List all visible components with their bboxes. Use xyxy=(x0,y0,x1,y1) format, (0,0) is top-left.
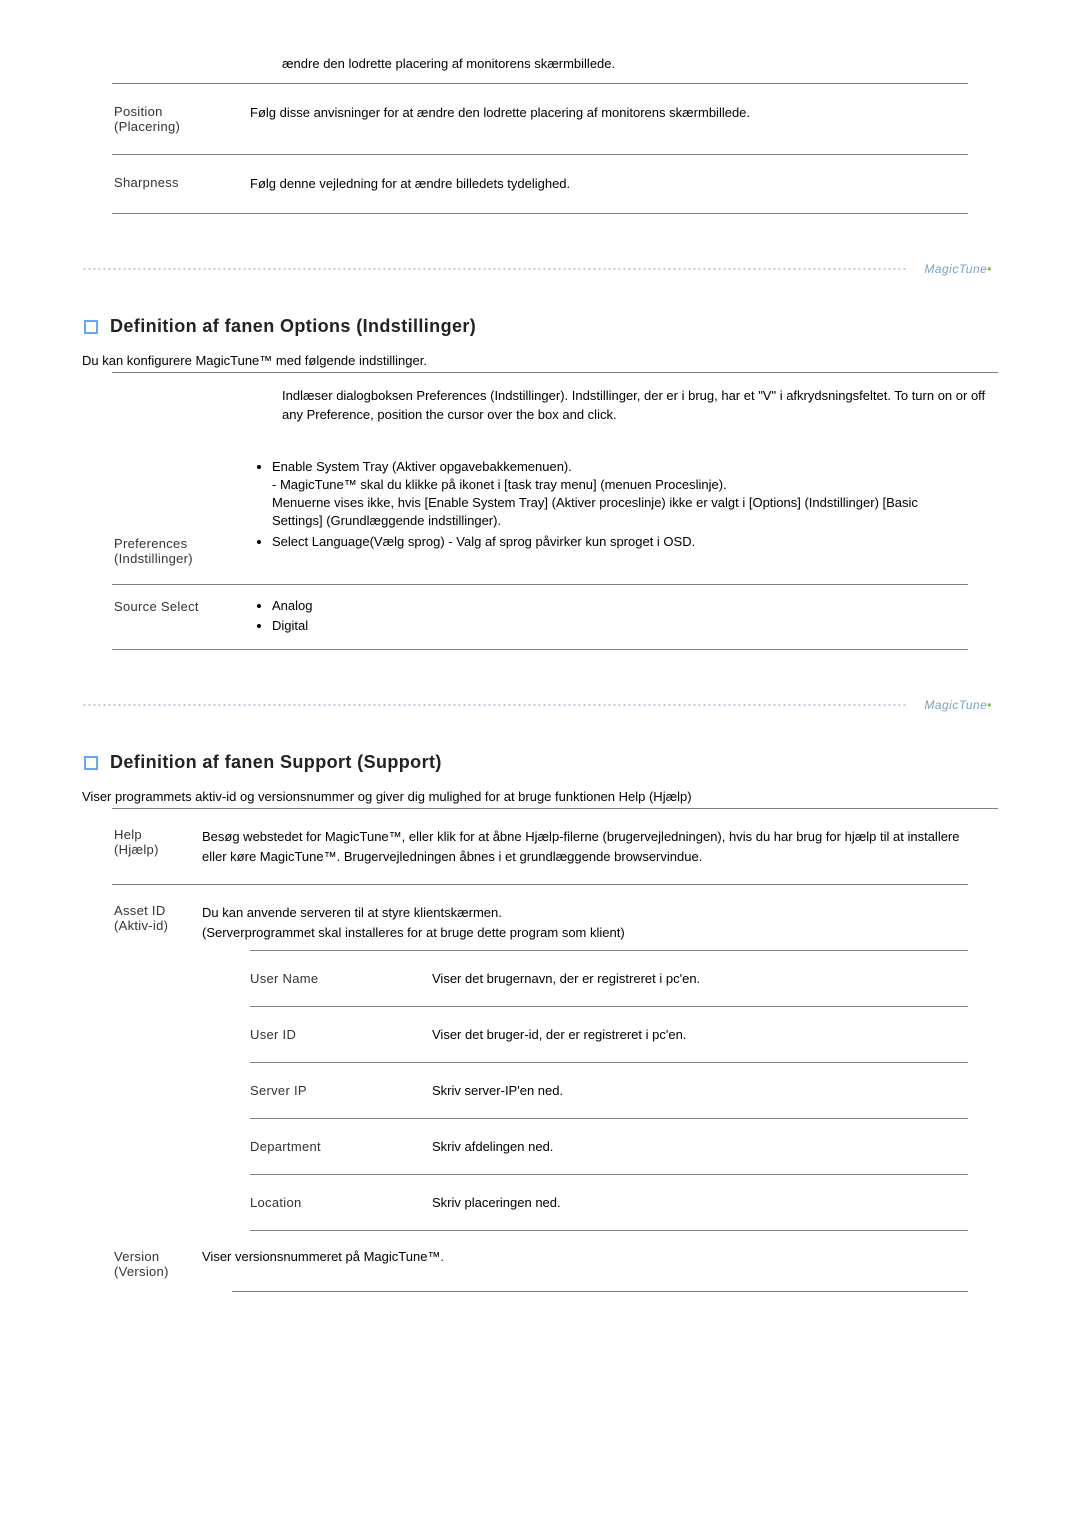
location-label: Location xyxy=(232,1195,432,1210)
asset-sub-gutter xyxy=(82,950,232,1231)
row0-desc: ændre den lodrette placering af monitore… xyxy=(282,55,998,73)
version-label: Version (Version) xyxy=(82,1249,202,1279)
source-select-row: Source Select Analog Digital xyxy=(82,585,998,649)
support-title: Definition af fanen Support (Support) xyxy=(110,752,442,773)
prefs-bullet-1-body: - MagicTune™ skal du klikke på ikonet i … xyxy=(272,476,968,531)
prefs-bullet-1-lead: Enable System Tray (Aktiver opgavebakkem… xyxy=(272,459,572,474)
asset-subrow: User Name Viser det brugernavn, der er r… xyxy=(232,951,968,1006)
source-analog: Analog xyxy=(272,597,998,615)
dotted-divider: MagicTune• xyxy=(82,692,998,718)
location-desc: Skriv placeringen ned. xyxy=(432,1195,968,1210)
section-head: Definition af fanen Options (Indstilling… xyxy=(82,316,998,337)
source-select-desc: Analog Digital xyxy=(250,597,998,637)
rule xyxy=(232,1291,968,1292)
logo-m: M xyxy=(924,262,935,276)
help-row: Help (Hjælp) Besøg webstedet for MagicTu… xyxy=(82,809,998,884)
logo-rest: agicTune xyxy=(935,262,987,276)
server-ip-desc: Skriv server-IP'en ned. xyxy=(432,1083,968,1098)
version-desc: Viser versionsnummeret på MagicTune™. xyxy=(202,1249,998,1279)
asset-intro: Du kan anvende serveren til at styre kli… xyxy=(202,903,968,942)
position-desc: Følg disse anvisninger for at ændre den … xyxy=(250,104,998,122)
top-table: ændre den lodrette placering af monitore… xyxy=(82,55,998,214)
user-id-label: User ID xyxy=(232,1027,432,1042)
logo-m: M xyxy=(924,698,935,712)
prefs-bullets: Enable System Tray (Aktiver opgavebakkem… xyxy=(250,458,968,551)
user-id-desc: Viser det bruger-id, der er registreret … xyxy=(432,1027,968,1042)
source-digital: Digital xyxy=(272,617,998,635)
options-title: Definition af fanen Options (Indstilling… xyxy=(110,316,476,337)
asset-subrow: User ID Viser det bruger-id, der er regi… xyxy=(232,1007,968,1062)
asset-row: Asset ID (Aktiv-id) Du kan anvende serve… xyxy=(82,885,998,950)
prefs-label: Preferences (Indstillinger) xyxy=(82,450,250,566)
section-head: Definition af fanen Support (Support) xyxy=(82,752,998,773)
asset-right: Du kan anvende serveren til at styre kli… xyxy=(202,903,998,942)
prefs-bullet-1: Enable System Tray (Aktiver opgavebakkem… xyxy=(272,458,968,531)
department-label: Department xyxy=(232,1139,432,1154)
page: ændre den lodrette placering af monitore… xyxy=(0,0,1080,1527)
user-name-desc: Viser det brugernavn, der er registreret… xyxy=(432,971,968,986)
asset-sub-wrap: User Name Viser det brugernavn, der er r… xyxy=(82,950,998,1231)
sharpness-label: Sharpness xyxy=(82,175,250,190)
logo-dot: • xyxy=(987,262,992,276)
prefs-row: Preferences (Indstillinger) Enable Syste… xyxy=(82,434,998,584)
options-section: Definition af fanen Options (Indstilling… xyxy=(82,316,998,650)
square-icon xyxy=(84,320,98,334)
prefs-intro: Indlæser dialogboksen Preferences (Indst… xyxy=(82,373,998,433)
prefs-bullet-2: Select Language(Vælg sprog) - Valg af sp… xyxy=(272,533,968,551)
rule xyxy=(112,649,968,650)
square-icon xyxy=(84,756,98,770)
prefs-desc: Enable System Tray (Aktiver opgavebakkem… xyxy=(250,450,998,566)
asset-subrow: Department Skriv afdelingen ned. xyxy=(232,1119,968,1174)
server-ip-label: Server IP xyxy=(232,1083,432,1098)
sharpness-desc: Følg denne vejledning for at ændre bille… xyxy=(250,175,998,193)
magictune-logo: MagicTune• xyxy=(924,698,992,712)
help-desc: Besøg webstedet for MagicTune™, eller kl… xyxy=(202,827,998,866)
department-desc: Skriv afdelingen ned. xyxy=(432,1139,968,1154)
options-intro: Du kan konfigurere MagicTune™ med følgen… xyxy=(82,353,998,372)
content: ændre den lodrette placering af monitore… xyxy=(0,0,1080,1332)
asset-subrow: Location Skriv placeringen ned. xyxy=(232,1175,968,1230)
dots xyxy=(82,704,906,706)
asset-subrow: Server IP Skriv server-IP'en ned. xyxy=(232,1063,968,1118)
dotted-divider: MagicTune• xyxy=(82,256,998,282)
version-row: Version (Version) Viser versionsnummeret… xyxy=(82,1231,998,1289)
rule xyxy=(112,213,968,214)
user-name-label: User Name xyxy=(232,971,432,986)
rule xyxy=(250,1230,968,1231)
position-label: Position (Placering) xyxy=(82,104,250,134)
asset-label: Asset ID (Aktiv-id) xyxy=(82,903,202,942)
dots xyxy=(82,268,906,270)
source-select-label: Source Select xyxy=(82,597,250,637)
asset-sub-col: User Name Viser det brugernavn, der er r… xyxy=(232,950,998,1231)
support-section: Definition af fanen Support (Support) Vi… xyxy=(82,752,998,1292)
support-intro: Viser programmets aktiv-id og versionsnu… xyxy=(82,789,998,808)
logo-dot: • xyxy=(987,698,992,712)
magictune-logo: MagicTune• xyxy=(924,262,992,276)
logo-rest: agicTune xyxy=(935,698,987,712)
help-label: Help (Hjælp) xyxy=(82,827,202,866)
